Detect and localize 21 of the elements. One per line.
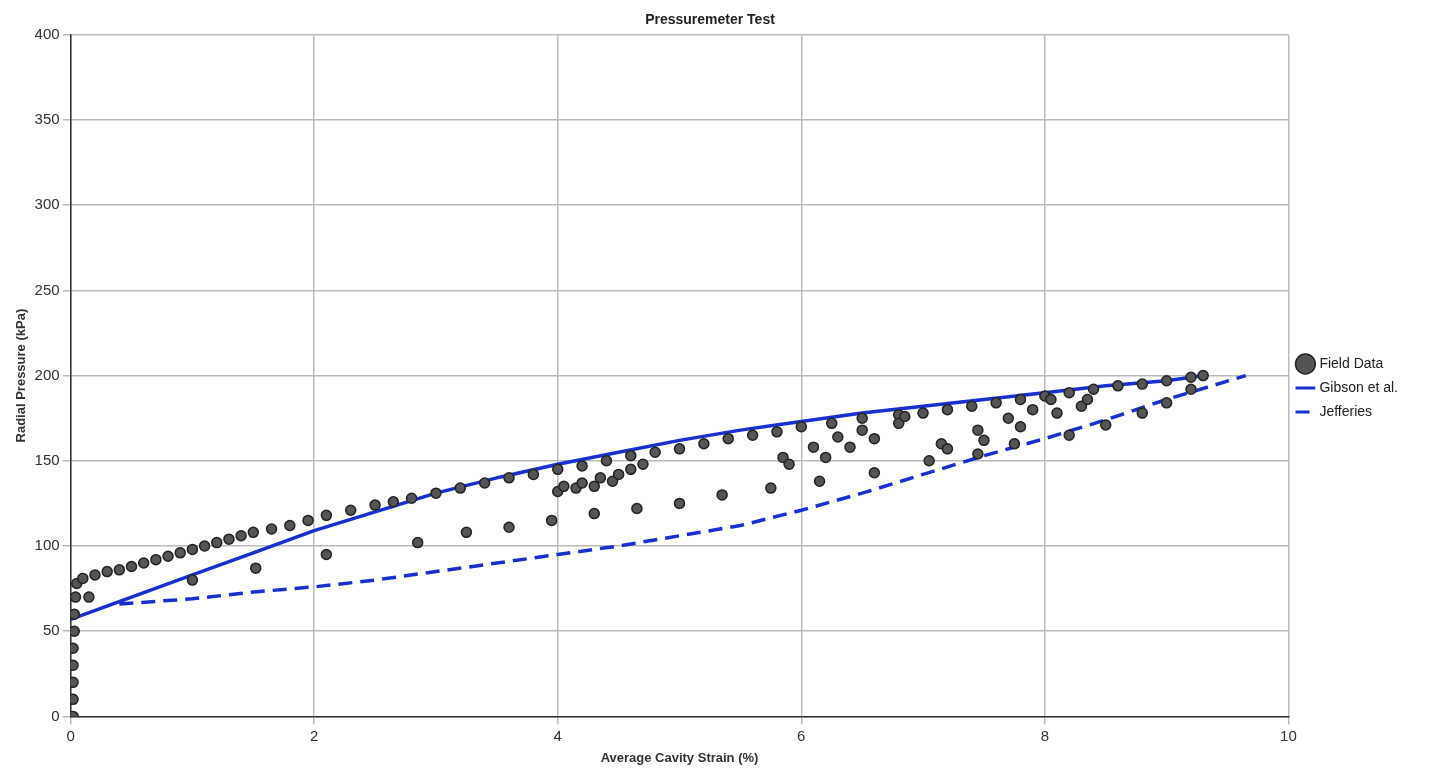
y-tick-label: 350 [34, 110, 60, 128]
legend-label: Field Data [1319, 354, 1384, 371]
x-axis-title: Average Cavity Strain (%) [600, 749, 759, 765]
legend-label: Gibson et al. [1319, 378, 1399, 395]
x-tick-label: 10 [1280, 726, 1297, 744]
y-tick-label: 0 [51, 706, 60, 724]
y-tick-label: 400 [34, 24, 60, 42]
y-axis-title: Radial Pressure (kPa) [13, 308, 29, 443]
y-tick-label: 300 [34, 195, 60, 213]
chart-title: Pressuremeter Test [645, 11, 776, 28]
y-tick-label: 100 [34, 536, 60, 554]
y-tick-label: 150 [34, 450, 60, 468]
x-tick-label: 6 [797, 726, 806, 744]
legend-label: Jefferies [1319, 402, 1373, 419]
x-tick-label: 2 [310, 726, 319, 744]
y-tick-label: 50 [42, 621, 60, 639]
y-tick-label: 250 [34, 280, 60, 298]
x-tick-label: 0 [66, 726, 75, 744]
x-tick-label: 4 [553, 726, 562, 744]
y-tick-label: 200 [34, 365, 60, 383]
x-tick-label: 8 [1040, 726, 1050, 744]
